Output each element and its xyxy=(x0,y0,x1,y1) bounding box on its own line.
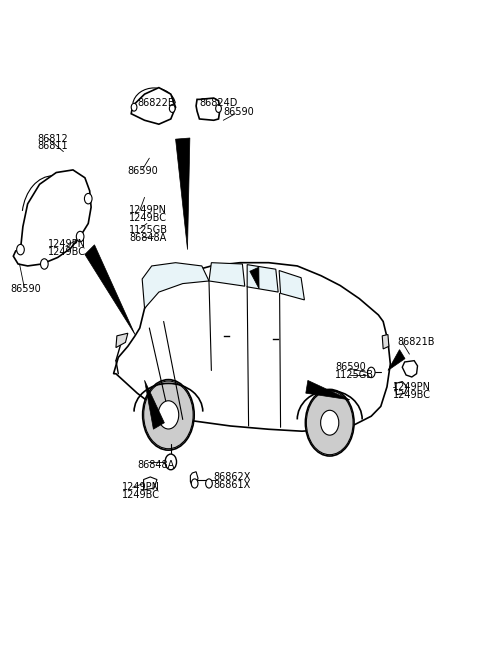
Polygon shape xyxy=(388,350,405,371)
Circle shape xyxy=(165,454,177,470)
Text: 86848A: 86848A xyxy=(137,460,175,470)
Text: 1249BC: 1249BC xyxy=(48,247,86,257)
Circle shape xyxy=(216,104,221,112)
Polygon shape xyxy=(382,335,389,349)
Polygon shape xyxy=(250,267,259,289)
Polygon shape xyxy=(176,138,190,250)
Polygon shape xyxy=(402,361,418,377)
Polygon shape xyxy=(85,245,135,335)
Polygon shape xyxy=(247,264,278,292)
Polygon shape xyxy=(196,98,220,120)
Polygon shape xyxy=(395,382,407,395)
Circle shape xyxy=(143,380,194,450)
Text: 1249BC: 1249BC xyxy=(393,390,431,400)
Circle shape xyxy=(169,104,175,112)
Circle shape xyxy=(306,391,353,455)
Text: 1249PN: 1249PN xyxy=(393,382,431,392)
Polygon shape xyxy=(191,472,198,486)
Circle shape xyxy=(321,410,339,435)
Text: 1249BC: 1249BC xyxy=(129,213,168,223)
Text: 86590: 86590 xyxy=(223,108,254,117)
Text: 1125GB: 1125GB xyxy=(336,370,374,380)
Text: 1249BC: 1249BC xyxy=(121,490,160,501)
Polygon shape xyxy=(131,88,176,124)
Text: 86821B: 86821B xyxy=(397,337,435,348)
Polygon shape xyxy=(279,270,304,300)
Text: 1249PN: 1249PN xyxy=(121,482,160,493)
Circle shape xyxy=(131,103,137,111)
Text: 86824D: 86824D xyxy=(199,98,238,108)
Text: 86861X: 86861X xyxy=(214,480,251,490)
Circle shape xyxy=(17,245,24,255)
Polygon shape xyxy=(306,380,350,400)
Text: 86590: 86590 xyxy=(128,166,158,176)
Text: 86848A: 86848A xyxy=(129,233,167,243)
Polygon shape xyxy=(144,380,164,429)
Polygon shape xyxy=(142,262,209,308)
Polygon shape xyxy=(13,170,91,266)
Polygon shape xyxy=(209,262,245,286)
Circle shape xyxy=(144,381,193,449)
Polygon shape xyxy=(116,333,128,348)
Text: 86822B: 86822B xyxy=(137,98,175,108)
Circle shape xyxy=(205,479,212,488)
Text: 86862X: 86862X xyxy=(214,472,251,482)
Circle shape xyxy=(305,390,354,456)
Text: 86590: 86590 xyxy=(10,284,41,294)
Text: 1125GB: 1125GB xyxy=(129,225,168,235)
Circle shape xyxy=(40,258,48,269)
Circle shape xyxy=(192,479,198,488)
Circle shape xyxy=(367,367,375,378)
Text: 1249PN: 1249PN xyxy=(48,239,86,249)
Circle shape xyxy=(158,401,179,429)
Polygon shape xyxy=(114,262,390,431)
Circle shape xyxy=(84,194,92,204)
Text: 86812: 86812 xyxy=(37,134,68,144)
Text: 86811: 86811 xyxy=(37,142,68,152)
Text: 1249PN: 1249PN xyxy=(129,205,168,215)
Text: 86590: 86590 xyxy=(336,362,366,372)
Polygon shape xyxy=(144,477,157,490)
Circle shape xyxy=(76,232,84,242)
